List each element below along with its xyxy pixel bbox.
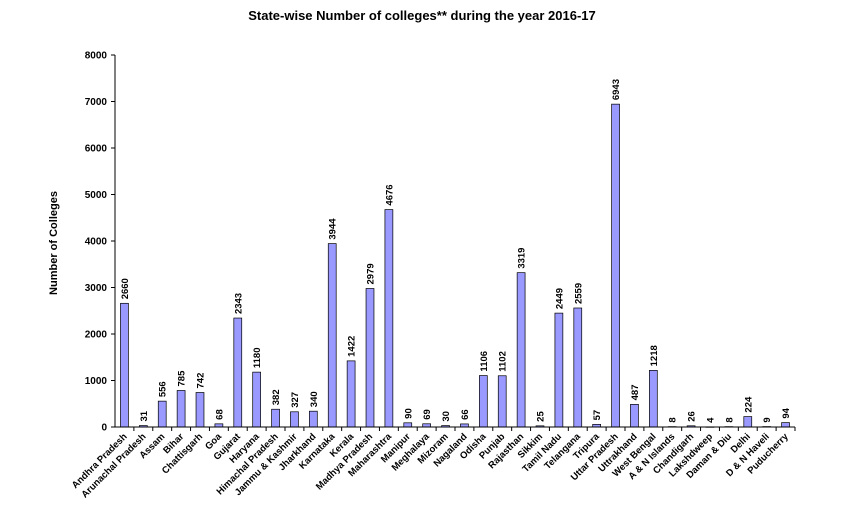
bar [479,375,488,428]
data-label: 2979 [366,263,377,284]
data-label: 3319 [517,248,528,269]
data-label: 327 [290,392,301,408]
bar [611,103,620,428]
data-label: 2343 [233,293,244,314]
data-label: 8 [668,417,679,422]
data-label: 94 [781,407,792,418]
bar [290,411,299,428]
bar [573,307,583,428]
y-tick-label: 3000 [85,283,108,294]
data-label: 57 [592,410,603,421]
bar [497,375,507,428]
bar [233,317,243,428]
data-label: 1102 [498,351,509,372]
y-axis-ticks: 0 1000 2000 3000 4000 5000 6000 7000 8000 [85,51,115,434]
data-label: 340 [309,391,320,407]
data-label: 2660 [120,278,131,299]
data-label: 6943 [611,79,622,100]
data-label: 30 [441,411,452,422]
bar [554,312,564,428]
data-label: 31 [139,410,150,421]
y-tick-label: 1000 [85,376,108,387]
y-tick-label: 4000 [85,237,108,248]
data-label: 556 [158,381,169,397]
data-label: 25 [536,411,547,422]
data-label: 1218 [649,345,660,366]
data-label: 4676 [384,184,395,205]
data-label: 3944 [328,218,339,240]
bar [781,422,790,428]
bars [120,103,790,428]
bar [120,302,129,428]
bar [630,404,639,428]
bar [365,288,375,428]
data-label: 66 [460,409,471,420]
y-tick-label: 5000 [85,190,108,201]
bar [384,209,394,428]
bar [327,243,337,428]
data-label: 9 [762,417,773,422]
bar [346,360,356,428]
data-label: 68 [214,409,225,420]
bar [403,422,413,428]
bar [157,400,167,428]
data-label: 487 [630,384,641,400]
data-label: 1422 [347,336,358,357]
data-label: 4 [706,417,717,423]
data-label: 382 [271,389,282,405]
bar [195,392,205,428]
y-tick-label: 2000 [85,330,108,341]
data-label: 785 [177,370,188,387]
data-label: 69 [422,409,433,420]
data-labels: 2660 31 556 785 742 68 2343 1180 382 327 340 3944 14… [120,79,792,423]
data-label: 1106 [479,351,490,372]
y-tick-label: 6000 [85,144,108,155]
bar [271,408,280,428]
y-tick-label: 8000 [85,51,108,62]
y-axis-label: Number of Colleges [48,191,60,295]
chart-title: State-wise Number of colleges** during t… [248,8,596,23]
bar [743,416,753,428]
bar [649,370,658,428]
data-label: 224 [743,396,754,413]
data-label: 2559 [573,283,584,304]
data-label: 26 [687,411,698,422]
data-label: 2449 [554,288,565,309]
bar [252,371,261,428]
y-tick-label: 7000 [85,97,108,108]
y-tick-label: 0 [101,423,107,434]
bar [516,272,526,428]
data-label: 8 [724,417,735,422]
data-label: 90 [403,408,414,419]
bar [176,390,186,428]
data-label: 742 [196,373,207,389]
data-label: 1180 [252,348,263,369]
bar [309,410,318,428]
